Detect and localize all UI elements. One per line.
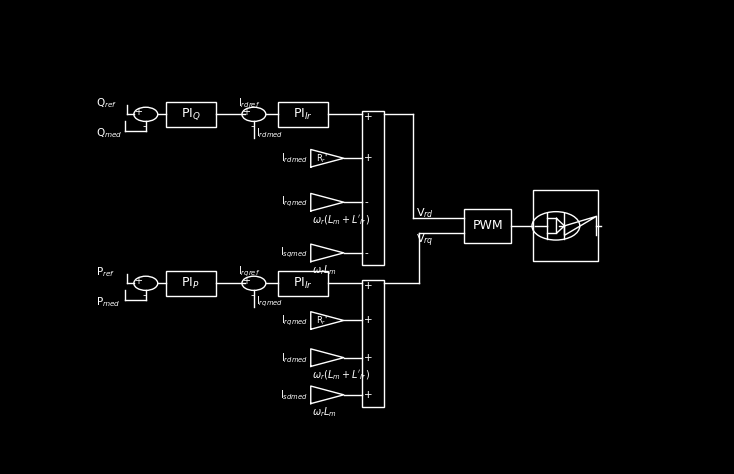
Text: $\omega_r(L_m+L'_{Ir})$: $\omega_r(L_m+L'_{Ir})$	[312, 213, 370, 227]
Text: PI$_{Ir}$: PI$_{Ir}$	[294, 107, 313, 122]
Text: -: -	[250, 121, 254, 131]
Text: +: +	[364, 316, 373, 326]
FancyBboxPatch shape	[533, 191, 598, 261]
Text: +: +	[134, 275, 142, 286]
Text: I$_{rd med}$: I$_{rd med}$	[256, 126, 283, 140]
Text: V$_{rd}$: V$_{rd}$	[416, 206, 434, 220]
Text: +: +	[364, 353, 373, 363]
Text: +: +	[242, 275, 250, 286]
Text: I$_{sd med}$: I$_{sd med}$	[280, 388, 308, 402]
Text: I$_{rq med}$: I$_{rq med}$	[281, 195, 308, 210]
Text: PI$_P$: PI$_P$	[181, 276, 200, 291]
Text: +: +	[242, 107, 250, 117]
Text: Q$_{ref}$: Q$_{ref}$	[96, 97, 117, 110]
Text: +: +	[364, 390, 373, 400]
Text: PI$_Q$: PI$_Q$	[181, 107, 200, 122]
FancyBboxPatch shape	[362, 280, 384, 407]
Text: V$_{rq}$: V$_{rq}$	[416, 233, 434, 249]
Text: I$_{rq med}$: I$_{rq med}$	[281, 313, 308, 328]
Text: +: +	[364, 153, 373, 163]
Text: +: +	[134, 107, 142, 117]
FancyBboxPatch shape	[465, 209, 511, 243]
Text: -: -	[142, 290, 146, 300]
Text: I$_{sq med}$: I$_{sq med}$	[280, 246, 308, 260]
Text: P$_{med}$: P$_{med}$	[96, 295, 121, 309]
Text: +: +	[364, 112, 373, 122]
Text: -: -	[364, 248, 368, 258]
Text: -: -	[364, 197, 368, 207]
FancyBboxPatch shape	[278, 271, 328, 296]
Text: I$_{rq ref}$: I$_{rq ref}$	[238, 265, 261, 279]
Text: $\omega_rL_m$: $\omega_rL_m$	[312, 405, 337, 419]
Text: I$_{rq med}$: I$_{rq med}$	[256, 295, 283, 309]
FancyBboxPatch shape	[166, 271, 216, 296]
Text: I$_{rd ref}$: I$_{rd ref}$	[238, 96, 261, 110]
Text: -: -	[142, 121, 146, 131]
Text: I$_{rd med}$: I$_{rd med}$	[281, 351, 308, 365]
Text: R$_r$': R$_r$'	[316, 152, 328, 164]
Text: $\omega_r(L_m+L'_{Ir})$: $\omega_r(L_m+L'_{Ir})$	[312, 368, 370, 382]
Text: I$_{rd med}$: I$_{rd med}$	[281, 151, 308, 165]
Text: P$_{ref}$: P$_{ref}$	[96, 265, 115, 279]
Text: PI$_{Ir}$: PI$_{Ir}$	[294, 276, 313, 291]
Text: +: +	[364, 281, 373, 291]
FancyBboxPatch shape	[166, 101, 216, 127]
Text: R$_r$': R$_r$'	[316, 314, 328, 327]
Text: $\omega_rL_m$: $\omega_rL_m$	[312, 264, 337, 277]
FancyBboxPatch shape	[362, 111, 384, 264]
Text: PWM: PWM	[473, 219, 503, 232]
Text: Q$_{med}$: Q$_{med}$	[96, 126, 123, 140]
FancyBboxPatch shape	[278, 101, 328, 127]
Text: -: -	[250, 290, 254, 300]
